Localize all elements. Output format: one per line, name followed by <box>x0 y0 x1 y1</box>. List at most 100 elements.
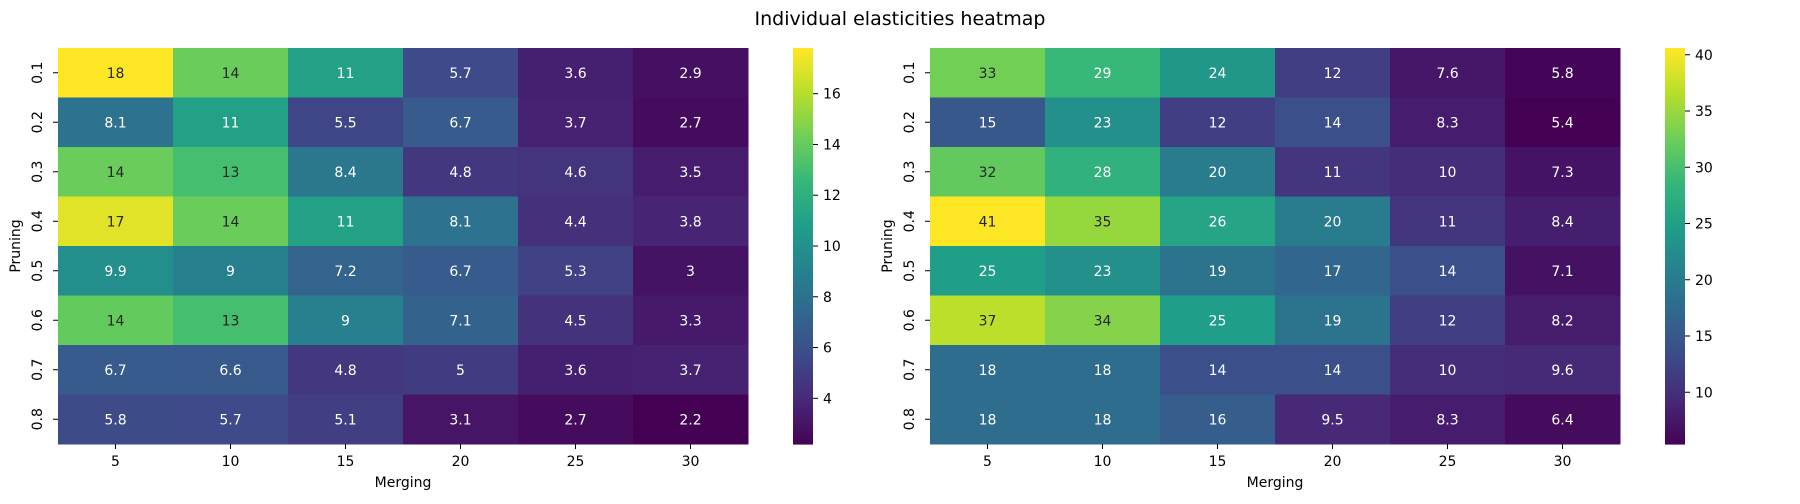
colorbar-segment <box>1665 329 1685 334</box>
y-tick-label: 0.3 <box>30 161 46 183</box>
colorbar-segment <box>793 198 813 204</box>
cell-value-label: 32 <box>979 165 997 181</box>
cell-value-label: 18 <box>1094 363 1112 379</box>
cell-value-label: 17 <box>107 214 125 230</box>
heatmap-cell <box>173 147 289 197</box>
colorbar-segment <box>1665 206 1685 211</box>
colorbar-segment <box>793 337 813 342</box>
cell-value-label: 6.7 <box>449 264 471 280</box>
colorbar-1: 4 6 8 10 12 14 16 <box>793 48 841 445</box>
cell-value-label: 9 <box>226 264 235 280</box>
cell-value-label: 4.6 <box>564 165 586 181</box>
cell-value-label: 6.7 <box>104 363 126 379</box>
colorbar-segment <box>793 218 813 223</box>
y-axis-label: Pruning <box>8 219 24 272</box>
heatmap-cell <box>633 345 749 395</box>
cell-value-label: 4.4 <box>564 214 586 230</box>
colorbar-segment <box>1665 289 1685 295</box>
cell-value-label: 8.1 <box>104 115 126 131</box>
colorbar-segment <box>793 368 813 374</box>
cell-value-label: 2.9 <box>679 66 701 82</box>
cell-value-label: 7.1 <box>1551 264 1573 280</box>
heatmap-cell <box>1275 246 1391 296</box>
colorbar-segment <box>1665 158 1685 164</box>
heatmap-cell <box>633 394 749 445</box>
colorbar-segment <box>1665 440 1685 445</box>
colorbar-segment <box>1665 178 1685 184</box>
x-tick-label: 20 <box>452 454 470 470</box>
colorbar-segment <box>1665 392 1685 398</box>
colorbar-segment <box>793 273 813 279</box>
colorbar-segment <box>793 238 813 243</box>
cell-value-label: 9 <box>341 313 350 329</box>
x-tick-label: 25 <box>1439 454 1457 470</box>
cell-value-label: 24 <box>1209 66 1227 82</box>
colorbar-segment <box>793 210 813 215</box>
cell-value-label: 7.2 <box>334 264 356 280</box>
cell-value-label: 5.7 <box>219 412 241 428</box>
colorbar-segment <box>793 317 813 322</box>
cell-value-label: 34 <box>1094 313 1112 329</box>
colorbar-segment <box>793 364 813 370</box>
heatmap-cell <box>173 394 289 445</box>
x-tick-label: 10 <box>222 454 240 470</box>
y-tick-label: 0.4 <box>30 210 46 232</box>
y-tick-label: 0.8 <box>30 408 46 430</box>
cell-value-label: 33 <box>979 66 997 82</box>
colorbar-segment <box>1665 396 1685 402</box>
colorbar-segment <box>1665 51 1685 57</box>
colorbar-segment <box>793 329 813 334</box>
colorbar-segment <box>793 166 813 172</box>
colorbar-segment <box>793 261 813 267</box>
colorbar-segment <box>793 91 813 97</box>
figure-title: Individual elasticities heatmap <box>754 8 1046 30</box>
colorbar-segment <box>1665 309 1685 314</box>
colorbar-segment <box>793 174 813 180</box>
colorbar-segment <box>1665 143 1685 148</box>
heatmap-cell <box>1275 48 1391 98</box>
heatmap-cell <box>1160 246 1276 296</box>
colorbar-segment <box>1665 95 1685 101</box>
heatmap-cell <box>1275 147 1391 197</box>
heatmap-cell <box>518 48 634 98</box>
colorbar-segment <box>1665 83 1685 89</box>
cell-value-label: 19 <box>1324 313 1342 329</box>
x-tick-label: 25 <box>567 454 585 470</box>
cell-value-label: 4.5 <box>564 313 586 329</box>
cell-value-label: 37 <box>979 313 997 329</box>
colorbar-segment <box>1665 198 1685 204</box>
heatmap-cell <box>1275 196 1391 247</box>
colorbar-segment <box>793 345 813 350</box>
heatmap-cell <box>1160 147 1276 197</box>
cell-value-label: 5.1 <box>334 412 356 428</box>
colorbar-segment <box>1665 174 1685 180</box>
colorbar-segment <box>1665 348 1685 354</box>
heatmap-cell <box>403 48 519 98</box>
heatmap-cell <box>1505 246 1621 296</box>
colorbar-segment <box>1665 246 1685 251</box>
heatmap-cell <box>930 97 1046 148</box>
heatmap-cell <box>288 147 404 197</box>
heatmap-cell <box>1160 394 1276 445</box>
colorbar-segment <box>1665 420 1685 425</box>
cell-value-label: 8.2 <box>1551 313 1573 329</box>
heatmap-cell <box>173 196 289 247</box>
colorbar-segment <box>1665 293 1685 299</box>
heatmap-panel-1: 18 14 11 5.7 3.6 2.9 8.1 11 5.5 6.7 3.7 2.7 14 13 8.4 4… <box>8 48 841 491</box>
colorbar-segment <box>793 412 813 417</box>
heatmap-cell <box>288 295 404 346</box>
colorbar-segment <box>793 59 813 65</box>
colorbar-tick-label: 16 <box>823 87 841 103</box>
colorbar-segment <box>1665 364 1685 370</box>
cell-value-label: 16 <box>1209 412 1227 428</box>
colorbar-segment <box>793 293 813 299</box>
y-tick-label: 0.2 <box>902 111 918 133</box>
cell-value-label: 19 <box>1209 264 1227 280</box>
heatmap-cell <box>518 147 634 197</box>
colorbar-segment <box>793 289 813 295</box>
cell-value-label: 13 <box>222 165 240 181</box>
colorbar-segment <box>1665 59 1685 65</box>
colorbar-segment <box>793 249 813 255</box>
colorbar-segment <box>1665 190 1685 196</box>
